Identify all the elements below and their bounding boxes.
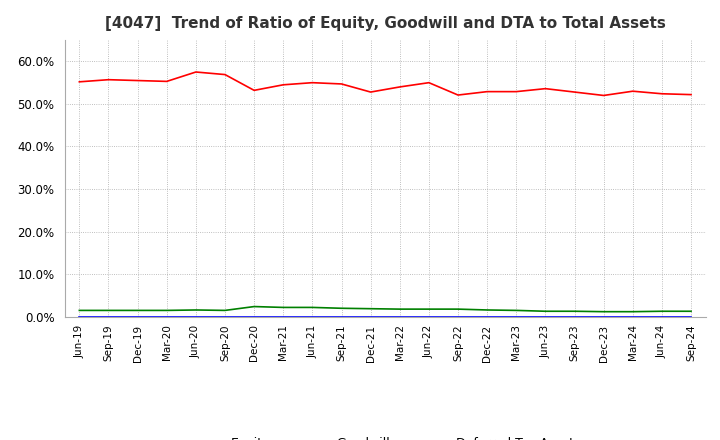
Goodwill bbox=[366, 314, 375, 319]
Deferred Tax Assets bbox=[570, 308, 579, 314]
Deferred Tax Assets bbox=[599, 309, 608, 314]
Deferred Tax Assets bbox=[250, 304, 258, 309]
Goodwill bbox=[483, 314, 492, 319]
Deferred Tax Assets bbox=[629, 309, 637, 314]
Deferred Tax Assets bbox=[75, 308, 84, 313]
Goodwill bbox=[541, 314, 550, 319]
Equity bbox=[192, 70, 200, 75]
Equity bbox=[483, 89, 492, 94]
Equity bbox=[599, 93, 608, 98]
Goodwill bbox=[570, 314, 579, 319]
Deferred Tax Assets bbox=[687, 308, 696, 314]
Line: Equity: Equity bbox=[79, 72, 691, 95]
Equity bbox=[337, 81, 346, 87]
Goodwill bbox=[687, 314, 696, 319]
Goodwill bbox=[629, 314, 637, 319]
Equity bbox=[687, 92, 696, 97]
Goodwill bbox=[220, 314, 229, 319]
Equity bbox=[104, 77, 113, 82]
Equity bbox=[279, 82, 287, 88]
Equity bbox=[541, 86, 550, 91]
Goodwill bbox=[133, 314, 142, 319]
Equity bbox=[308, 80, 317, 85]
Equity bbox=[425, 80, 433, 85]
Goodwill bbox=[454, 314, 462, 319]
Title: [4047]  Trend of Ratio of Equity, Goodwill and DTA to Total Assets: [4047] Trend of Ratio of Equity, Goodwil… bbox=[105, 16, 665, 32]
Goodwill bbox=[75, 314, 84, 319]
Goodwill bbox=[599, 314, 608, 319]
Line: Deferred Tax Assets: Deferred Tax Assets bbox=[79, 307, 691, 312]
Deferred Tax Assets bbox=[366, 306, 375, 312]
Goodwill bbox=[163, 314, 171, 319]
Legend: Equity, Goodwill, Deferred Tax Assets: Equity, Goodwill, Deferred Tax Assets bbox=[184, 432, 586, 440]
Deferred Tax Assets bbox=[192, 307, 200, 312]
Deferred Tax Assets bbox=[279, 305, 287, 310]
Equity bbox=[163, 79, 171, 84]
Goodwill bbox=[279, 314, 287, 319]
Equity bbox=[395, 84, 404, 90]
Goodwill bbox=[657, 314, 666, 319]
Deferred Tax Assets bbox=[163, 308, 171, 313]
Equity bbox=[220, 72, 229, 77]
Deferred Tax Assets bbox=[541, 308, 550, 314]
Goodwill bbox=[104, 314, 113, 319]
Goodwill bbox=[395, 314, 404, 319]
Deferred Tax Assets bbox=[308, 305, 317, 310]
Goodwill bbox=[512, 314, 521, 319]
Goodwill bbox=[308, 314, 317, 319]
Equity bbox=[454, 92, 462, 98]
Deferred Tax Assets bbox=[133, 308, 142, 313]
Deferred Tax Assets bbox=[104, 308, 113, 313]
Deferred Tax Assets bbox=[657, 308, 666, 314]
Deferred Tax Assets bbox=[454, 307, 462, 312]
Deferred Tax Assets bbox=[220, 308, 229, 313]
Deferred Tax Assets bbox=[512, 308, 521, 313]
Equity bbox=[75, 79, 84, 84]
Deferred Tax Assets bbox=[337, 306, 346, 311]
Deferred Tax Assets bbox=[483, 307, 492, 312]
Deferred Tax Assets bbox=[425, 307, 433, 312]
Goodwill bbox=[425, 314, 433, 319]
Goodwill bbox=[337, 314, 346, 319]
Equity bbox=[629, 88, 637, 94]
Goodwill bbox=[192, 314, 200, 319]
Equity bbox=[570, 89, 579, 95]
Equity bbox=[512, 89, 521, 94]
Goodwill bbox=[250, 314, 258, 319]
Equity bbox=[366, 89, 375, 95]
Equity bbox=[250, 88, 258, 93]
Deferred Tax Assets bbox=[395, 307, 404, 312]
Equity bbox=[657, 91, 666, 96]
Equity bbox=[133, 78, 142, 83]
